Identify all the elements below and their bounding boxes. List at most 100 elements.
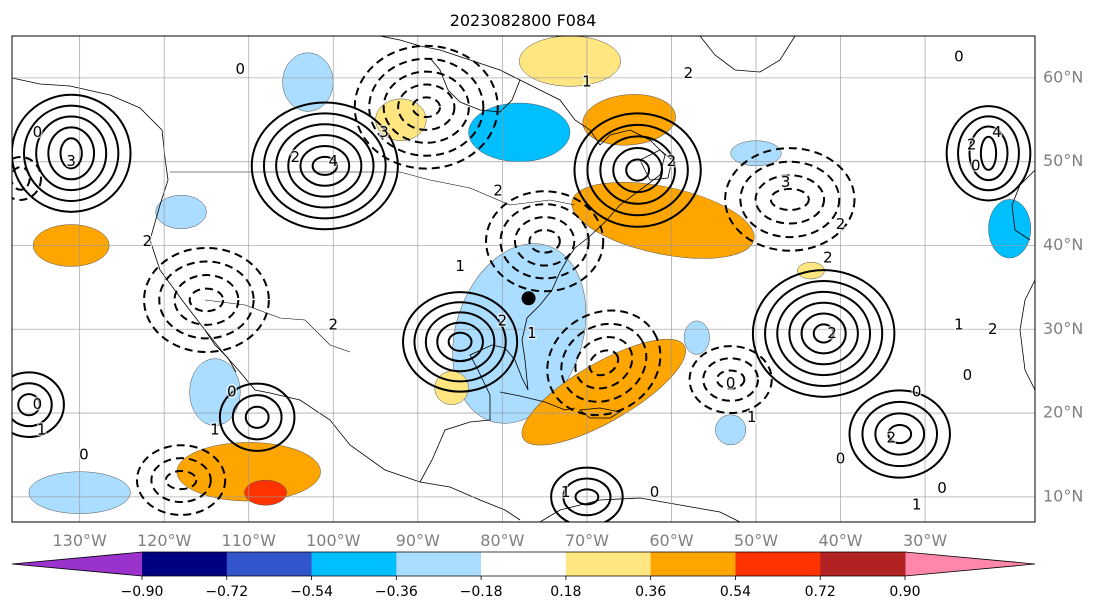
contour-label-14: 2	[836, 215, 846, 233]
shaded-anomaly-19	[683, 320, 710, 355]
contour-positive-0-0	[311, 155, 338, 176]
contour-label-4: 3	[379, 123, 389, 141]
contour-positive-4-1	[800, 312, 847, 355]
coastline-iberia	[1011, 169, 1035, 241]
contour-negative-16-2	[688, 345, 773, 415]
contour-label-13: 2	[967, 135, 977, 153]
contour-negative-12-0	[188, 287, 225, 313]
contour-negative-16-1	[702, 357, 760, 402]
contour-label-1: 1	[582, 73, 592, 91]
contour-positive-6-2	[861, 400, 939, 468]
coastline-north-america	[12, 36, 666, 521]
contour-label-27: 2	[886, 429, 896, 447]
lon-tick-label: 100°W	[306, 531, 361, 550]
shaded-anomaly-10	[189, 358, 241, 426]
contour-positive-8-2	[12, 371, 65, 438]
contour-label-26: 0	[836, 450, 846, 468]
contour-positive-1-1	[436, 321, 484, 363]
contour-positive-2-2	[599, 135, 676, 205]
contour-label-20: 2	[498, 311, 508, 329]
contour-label-24: 1	[747, 408, 757, 426]
contour-positive-2-0	[625, 158, 651, 182]
contour-negative-17-1	[12, 155, 42, 201]
colorbar-tick-label: 0.90	[889, 584, 920, 600]
contour-label-5: 3	[66, 152, 76, 170]
contour-positive-2-4	[573, 112, 702, 228]
contour-positive-1-4	[402, 291, 519, 393]
contour-positive-5-0	[979, 135, 998, 171]
lon-tick-label: 90°W	[396, 531, 440, 550]
contour-positive-4-2	[788, 301, 859, 366]
coastline-hispaniola	[578, 407, 622, 419]
contour-negative-10-1	[397, 83, 456, 131]
coastline-cuba	[499, 391, 576, 411]
contour-negative-12-3	[143, 246, 270, 353]
colorbar-tick-label: 0.18	[550, 584, 581, 600]
contour-negative-15-1	[150, 457, 212, 504]
contour-negative-14-0	[769, 187, 810, 211]
lon-tick-label: 40°W	[818, 531, 862, 550]
contour-negative-13-3	[546, 309, 662, 417]
contour-positive-0-1	[299, 144, 351, 187]
lon-tick-label: 120°W	[137, 531, 192, 550]
contour-positive-5-1	[968, 125, 1009, 182]
colorbar-tick-label: 0.36	[635, 584, 666, 600]
contour-label-28: 0	[33, 395, 43, 413]
contour-label-15: 2	[823, 249, 833, 267]
coastline-south-america	[539, 497, 741, 522]
contour-label-6: 0	[33, 123, 43, 141]
shaded-anomaly-5	[582, 94, 676, 146]
contour-negative-16-0	[715, 369, 746, 390]
contour-label-21: 1	[527, 324, 537, 342]
contour-positive-9-2	[550, 466, 624, 522]
contour-positive-0-3	[275, 123, 375, 209]
lat-tick-label: 60°N	[1043, 67, 1083, 86]
colorbar-bin-1	[226, 552, 313, 576]
colorbar: −0.90 −0.72 −0.54 −0.36 −0.18 0.18 0.36 0.54 0.7…	[11, 551, 1036, 600]
location-marker	[521, 291, 536, 306]
colorbar-tick-label: −0.90	[121, 584, 164, 600]
contour-positive-8-1	[12, 382, 53, 428]
map-frame	[11, 35, 1036, 523]
chart-title: 2023082800 F084	[450, 11, 597, 30]
contour-label-32: 0	[227, 383, 237, 401]
contour-positive-7-0	[244, 405, 270, 429]
contour-negative-10-2	[382, 70, 470, 144]
contour-positive-3-1	[47, 126, 96, 181]
contour-label-12: 0	[971, 156, 981, 174]
contour-label-39: 0	[963, 366, 973, 384]
colorbar-tick-label: 0.54	[720, 584, 751, 600]
contour-positive-4-5	[751, 269, 896, 398]
contour-positive-9-1	[562, 477, 612, 517]
shaded-anomaly-18	[715, 414, 747, 446]
contour-label-9: 2	[667, 152, 677, 170]
contour-positive-0-4	[262, 112, 387, 220]
contour-positive-7-2	[218, 382, 296, 452]
contour-label-3: 0	[954, 47, 964, 65]
contour-label-19: 2	[493, 182, 503, 200]
contour-label-31: 1	[210, 420, 220, 438]
contour-label-2: 2	[684, 64, 694, 82]
contour-positive-4-0	[812, 323, 835, 344]
lat-tick-labels: 10°N 20°N 30°N 40°N 50°N 60°N	[1043, 67, 1083, 505]
lon-tick-label: 50°W	[734, 531, 778, 550]
contour-positive-9-0	[574, 488, 600, 506]
contour-positive-5-3	[945, 105, 1032, 202]
contour-label-35: 1	[912, 496, 922, 514]
colorbar-bin-8	[820, 552, 906, 576]
contour-label-36: 0	[937, 479, 947, 497]
contour-positive-1-3	[413, 301, 507, 383]
contour-positive-8-0	[17, 393, 41, 417]
contour-negative-14-2	[739, 160, 841, 239]
contour-positive-3-0	[59, 137, 83, 170]
contour-label-11: 4	[992, 123, 1002, 141]
contour-negative-15-0	[164, 470, 198, 491]
lat-tick-label: 10°N	[1043, 486, 1083, 505]
contour-positive-1-0	[447, 331, 473, 352]
lon-tick-label: 80°W	[480, 531, 524, 550]
lat-tick-label: 20°N	[1043, 403, 1083, 422]
contour-positive-7-1	[231, 394, 283, 441]
colorbar-tick-label: 0.72	[805, 584, 836, 600]
